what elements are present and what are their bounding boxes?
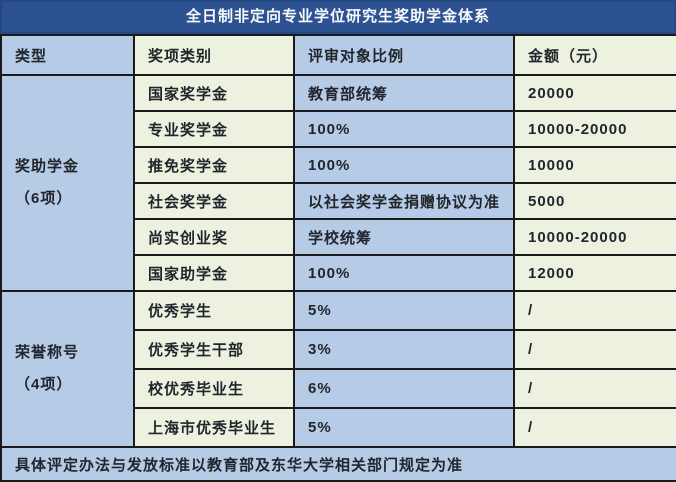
footer-note: 具体评定办法与发放标准以教育部及东华大学相关部门规定为准 [0,446,676,482]
column-header-award: 奖项类别 [133,34,295,76]
ratio-cell: 100% [293,110,515,148]
ratio-cell: 5% [293,290,515,331]
table-row: 社会奖学金 以社会奖学金捐赠协议为准 5000 [1,182,676,220]
scholarship-table: 类型 奖项类别 评审对象比例 金额（元） 奖助学金 （6项） 国家奖学金 教育部… [0,34,676,482]
table-row: 荣誉称号 （4项） 优秀学生 5% / [0,290,676,448]
table-row: 校优秀毕业生 6% / [1,368,676,409]
table-row: 国家助学金 100% 12000 [1,254,676,292]
type-cell-honors: 荣誉称号 （4项） [0,290,135,448]
amount-cell: / [513,329,676,370]
award-cell: 国家助学金 [133,254,295,292]
award-cell: 专业奖学金 [133,110,295,148]
type-cell-scholarships: 奖助学金 （6项） [0,74,135,292]
amount-cell: 10000-20000 [513,110,676,148]
footer-row: 具体评定办法与发放标准以教育部及东华大学相关部门规定为准 [0,446,676,482]
ratio-cell: 教育部统筹 [293,74,515,112]
ratio-cell: 100% [293,146,515,184]
award-cell: 优秀学生干部 [133,329,295,370]
amount-cell: 20000 [513,74,676,112]
type-count: （4项） [15,376,73,393]
award-cell: 上海市优秀毕业生 [133,407,295,448]
type-label: 荣誉称号 [15,343,80,361]
table-row: 专业奖学金 100% 10000-20000 [1,110,676,148]
column-header-ratio: 评审对象比例 [293,34,515,76]
ratio-cell: 100% [293,254,515,292]
column-header-type: 类型 [0,34,135,76]
type-count: （6项） [15,190,73,207]
amount-cell: 12000 [513,254,676,292]
award-cell: 社会奖学金 [133,182,295,220]
ratio-cell: 6% [293,368,515,409]
ratio-cell: 5% [293,407,515,448]
header-row: 类型 奖项类别 评审对象比例 金额（元） [0,34,676,76]
amount-cell: / [513,407,676,448]
ratio-cell: 学校统筹 [293,218,515,256]
award-cell: 推免奖学金 [133,146,295,184]
amount-cell: 5000 [513,182,676,220]
table-row: 优秀学生干部 3% / [1,329,676,370]
award-cell: 国家奖学金 [133,74,295,112]
award-cell: 尚实创业奖 [133,218,295,256]
amount-cell: / [513,368,676,409]
amount-cell: 10000-20000 [513,218,676,256]
amount-cell: / [513,290,676,331]
award-cell: 校优秀毕业生 [133,368,295,409]
type-label: 奖助学金 [15,157,80,175]
table-row: 推免奖学金 100% 10000 [1,146,676,184]
column-header-amount: 金额（元） [513,34,676,76]
table-row: 奖助学金 （6项） 国家奖学金 教育部统筹 20000 [0,74,676,292]
ratio-cell: 3% [293,329,515,370]
table-title: 全日制非定向专业学位研究生奖助学金体系 [0,0,676,34]
table-row: 上海市优秀毕业生 5% / [1,407,676,448]
ratio-cell: 以社会奖学金捐赠协议为准 [293,182,515,220]
amount-cell: 10000 [513,146,676,184]
table-row: 尚实创业奖 学校统筹 10000-20000 [1,218,676,256]
award-cell: 优秀学生 [133,290,295,331]
